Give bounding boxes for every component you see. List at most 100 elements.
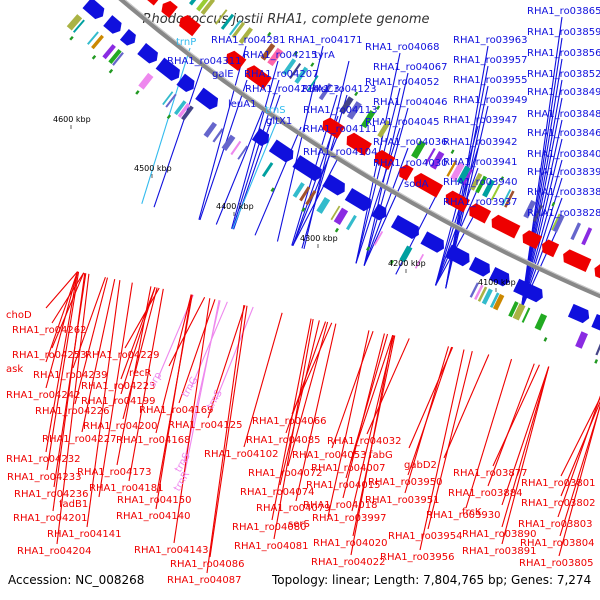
forward-gene-label: RHA1_ro04311 (167, 56, 242, 67)
forward-callout-line (199, 79, 248, 221)
reverse-gene-label: RHA1_ro03930 (426, 510, 501, 521)
reverse-gene-label: RHA1_ro04223 (81, 381, 156, 392)
accession-info: Accession: NC_008268 (8, 573, 144, 587)
reverse-gene-label: RHA1_ro04072 (248, 468, 323, 479)
reverse-gene-label: RHA1_ro03951 (365, 495, 440, 506)
reverse-gene-label: RHA1_ro04022 (311, 557, 386, 568)
reverse-callout-line (45, 271, 79, 389)
reverse-callout-line (492, 364, 540, 467)
forward-callout-line (520, 97, 563, 310)
reverse-callout-line (271, 318, 312, 521)
reverse-callout-line (487, 363, 535, 487)
forward-gene-label: RHA1_ro03848 (527, 109, 600, 120)
reverse-gene-label: RHA1_ro04080 (232, 522, 307, 533)
forward-gene-label: RHA1_ro03937 (443, 197, 518, 208)
forward-callout-line (355, 87, 401, 264)
forward-gene-label: RHA1_ro04214 (245, 84, 320, 95)
reverse-callout-line (116, 286, 152, 466)
kbp-label: 4200 kbp (388, 259, 426, 268)
reverse-gene-label: frcK (462, 507, 482, 518)
reverse-gene-label: RHA1_ro04081 (234, 541, 309, 552)
reverse-gene-label: RHA1_ro04239 (33, 370, 108, 381)
forward-gene-label: leuA1 (228, 99, 256, 110)
reverse-callout-line (465, 358, 513, 509)
forward-gene-label: RHA1_ro04045 (365, 117, 440, 128)
reverse-callout-line (173, 298, 211, 544)
reverse-gene-label: fadB1 (59, 499, 88, 510)
forward-gene-label: RHA1_ro04123 (302, 84, 377, 95)
reverse-gene-label: RHA1_ro04086 (170, 559, 245, 570)
forward-gene-label: RHA1_ro04207 (244, 69, 319, 80)
reverse-gene-label: RHA1_ro03805 (519, 558, 594, 569)
forward-gene-label: RHA1_ro03947 (443, 115, 518, 126)
topology-label: Topology: (272, 573, 329, 587)
reverse-callout-line (501, 366, 550, 545)
forward-gene-label: RHA1_ro04046 (373, 97, 448, 108)
reverse-gene-label: RHA1_ro03804 (520, 538, 595, 549)
reverse-gene-label: RHA1_ro04053 (292, 450, 367, 461)
reverse-gene-labels: choD RHA1_ro04262 RHA1_ro04253RHA1_ro04229… (6, 310, 596, 586)
reverse-gene-label: RHA1_ro03801 (521, 478, 596, 489)
forward-callout-line (355, 127, 401, 264)
reverse-callout-line (404, 346, 450, 494)
reverse-gene-label: RHA1_ro04018 (303, 500, 378, 511)
reverse-callout-line (501, 366, 550, 528)
reverse-gene-label: RHA1_ro03890 (462, 529, 537, 540)
reverse-gene-label: RHA1_ro04181 (89, 483, 164, 494)
reverse-callout-line (350, 335, 394, 556)
forward-callout-line (520, 79, 563, 310)
feature-callout-lines (45, 16, 600, 574)
genes-value: 7,274 (556, 573, 592, 587)
forward-callout-line (292, 157, 339, 247)
reverse-gene-label: RHA1_ro04087 (167, 575, 242, 586)
reverse-callout-line (327, 330, 370, 518)
reverse-callout-line (243, 312, 283, 448)
genome-backbone (118, 0, 600, 299)
reverse-callout-line (120, 287, 156, 395)
reverse-gene-label: RHA1_ro03877 (453, 468, 528, 479)
forward-gene-label: RHA1_ro04104 (303, 147, 378, 158)
reverse-callout-line (501, 366, 550, 506)
forward-gene-label: hisC3 (312, 84, 340, 95)
reverse-gene-label: RHA1_ro04236 (14, 489, 89, 500)
forward-callout-line (435, 207, 479, 286)
reverse-callout-line (419, 349, 465, 551)
forward-gene-label: gltX1 (266, 116, 292, 127)
accession-label: Accession: (8, 573, 72, 587)
reverse-callout-line (72, 277, 106, 369)
reverse-gene-label: RHA1_ro03884 (448, 488, 523, 499)
reverse-callout-line (557, 395, 600, 518)
reverse-gene-label: RHA1_ro03950 (368, 477, 443, 488)
reverse-gene-label: RHA1_ro04066 (252, 416, 327, 427)
reverse-cog-bars (185, 0, 593, 246)
reverse-callout-line (98, 282, 133, 498)
forward-gene-label: RHA1_ro03949 (453, 95, 528, 106)
length-label: Length: (373, 573, 420, 587)
reverse-gene-label: RHA1_ro04015 (306, 480, 381, 491)
reverse-gene-label: RHA1_ro04253 (12, 350, 87, 361)
forward-callout-line (520, 58, 563, 310)
reverse-callout-line (178, 299, 216, 404)
kbp-label: 4100 kbp (478, 278, 516, 287)
forward-gene-label: RHA1_ro04215 (243, 50, 318, 61)
forward-gene-label: RHA1_ro03940 (443, 177, 518, 188)
genome-stats: Topology: linear; Length: 7,804,765 bp; … (272, 573, 592, 587)
reverse-gene-label: choD (6, 310, 32, 321)
forward-gene-label: trnS (265, 105, 286, 116)
forward-gene-label: RHA1_ro03849 (527, 87, 600, 98)
forward-gene-label: RHA1_ro03942 (443, 137, 518, 148)
forward-gene-label: tyrA (314, 50, 335, 61)
forward-gene-label: RHA1_ro03955 (453, 75, 528, 86)
forward-gene-label: RHA1_ro04030 (373, 158, 448, 169)
forward-gene-label: RHA1_ro03941 (443, 157, 518, 168)
reverse-gene-label: RHA1_ro04232 (6, 454, 81, 465)
forward-gene-label: RHA1_ro04171 (288, 35, 363, 46)
reverse-gene-label: RHA1_ro04226 (35, 406, 110, 417)
reverse-gene-label: RHA1_ro04007 (311, 463, 386, 474)
forward-gene-label: RHA1_ro03838 (527, 187, 600, 198)
reverse-gene-label: RHA1_ro04102 (204, 449, 279, 460)
forward-callout-line (231, 60, 279, 229)
forward-callout-line (292, 115, 339, 246)
reverse-callout-line (190, 301, 228, 389)
